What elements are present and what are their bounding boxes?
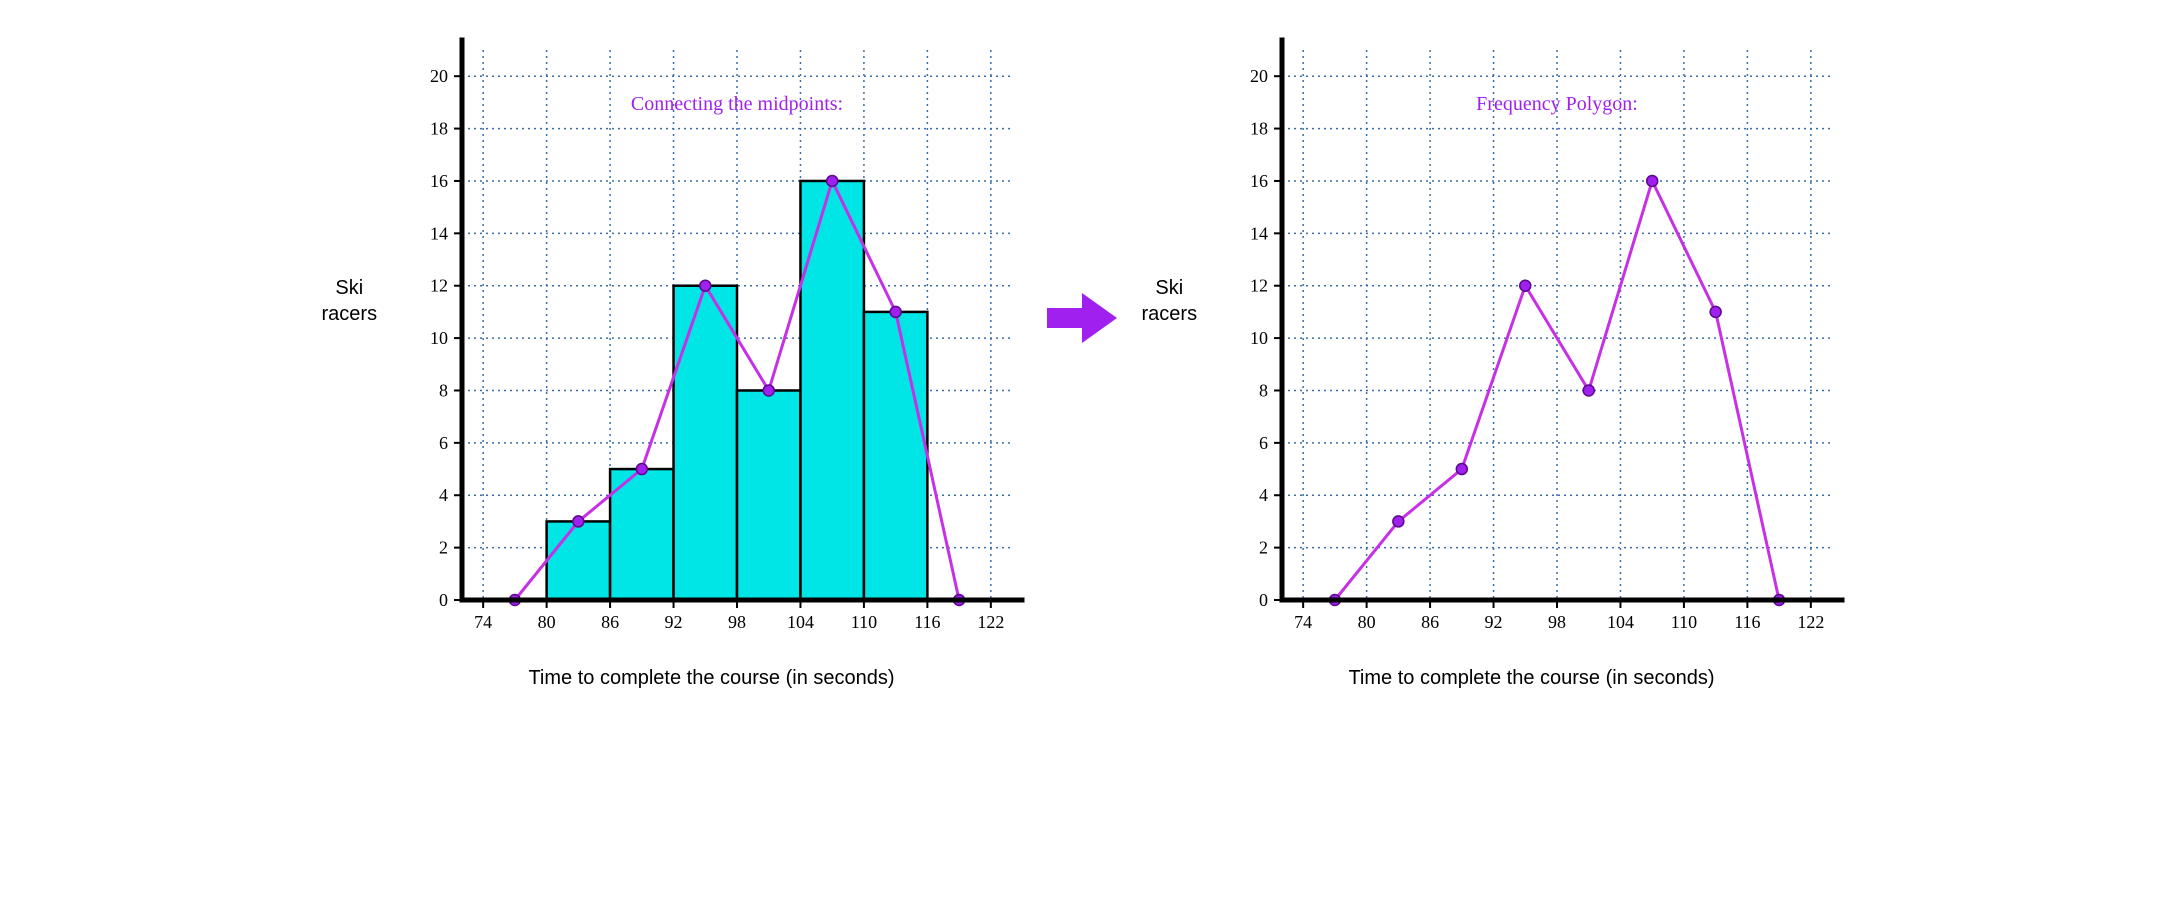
svg-text:12: 12 <box>1250 276 1268 296</box>
right-x-axis-label: Time to complete the course (in seconds) <box>1212 667 1852 690</box>
svg-text:116: 116 <box>914 612 940 632</box>
right-chart: Skiracers 024681012141618207480869298104… <box>1212 20 1852 680</box>
transition-arrow <box>1042 288 1122 353</box>
svg-text:110: 110 <box>850 612 876 632</box>
svg-text:86: 86 <box>1421 612 1439 632</box>
svg-text:80: 80 <box>1357 612 1375 632</box>
right-y-axis-label: Skiracers <box>1142 275 1198 327</box>
svg-text:4: 4 <box>1259 485 1268 505</box>
svg-text:8: 8 <box>439 380 448 400</box>
svg-text:104: 104 <box>786 612 813 632</box>
svg-text:86: 86 <box>601 612 619 632</box>
svg-text:98: 98 <box>1548 612 1566 632</box>
left-chart: Skiracers 024681012141618207480869298104… <box>392 20 1032 680</box>
svg-text:18: 18 <box>1250 119 1268 139</box>
left-y-axis-label: Skiracers <box>322 275 378 327</box>
svg-text:110: 110 <box>1670 612 1696 632</box>
svg-text:116: 116 <box>1734 612 1760 632</box>
svg-text:92: 92 <box>664 612 682 632</box>
svg-text:8: 8 <box>1259 380 1268 400</box>
svg-text:10: 10 <box>1250 328 1268 348</box>
svg-text:16: 16 <box>430 171 448 191</box>
svg-text:20: 20 <box>1250 66 1268 86</box>
svg-text:0: 0 <box>439 590 448 610</box>
svg-text:6: 6 <box>439 433 448 453</box>
svg-text:14: 14 <box>1250 223 1268 243</box>
svg-text:0: 0 <box>1259 590 1268 610</box>
svg-text:74: 74 <box>474 612 492 632</box>
svg-text:2: 2 <box>1259 538 1268 558</box>
svg-text:6: 6 <box>1259 433 1268 453</box>
right-chart-svg: 0 2 4 6 8 10 12 14 16 18 20 74 80 86 92 98 104 110 116 122 F… <box>1212 20 1852 680</box>
svg-text:2: 2 <box>439 538 448 558</box>
svg-text:122: 122 <box>1797 612 1824 632</box>
svg-text:14: 14 <box>430 223 448 243</box>
svg-text:10: 10 <box>430 328 448 348</box>
left-x-axis-label: Time to complete the course (in seconds) <box>392 667 1032 690</box>
svg-text:122: 122 <box>977 612 1004 632</box>
svg-text:74: 74 <box>1294 612 1312 632</box>
svg-text:20: 20 <box>430 66 448 86</box>
svg-text:80: 80 <box>537 612 555 632</box>
svg-text:18: 18 <box>430 119 448 139</box>
svg-text:Frequency Polygon:: Frequency Polygon: <box>1476 93 1638 115</box>
svg-text:12: 12 <box>430 276 448 296</box>
svg-text:92: 92 <box>1484 612 1502 632</box>
svg-text:4: 4 <box>439 485 448 505</box>
svg-text:Connecting the midpoints:: Connecting the midpoints: <box>630 93 842 115</box>
svg-text:16: 16 <box>1250 171 1268 191</box>
svg-text:98: 98 <box>728 612 746 632</box>
left-chart-svg: 0 2 4 6 8 10 12 14 16 18 20 74 80 86 92 98 104 110 116 122 C… <box>392 20 1032 680</box>
svg-text:104: 104 <box>1606 612 1633 632</box>
arrow-icon <box>1042 288 1122 348</box>
